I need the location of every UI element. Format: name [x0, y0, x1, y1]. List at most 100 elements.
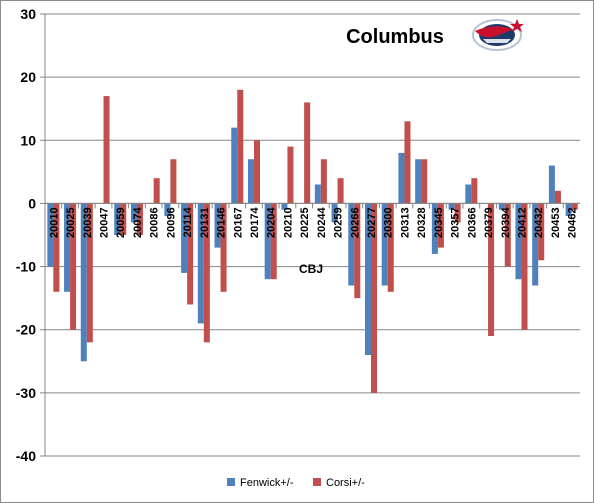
- columbus-blue-jackets-logo-icon: [472, 19, 524, 51]
- x-tick-label: 20096: [165, 207, 177, 238]
- corsi-bar-20025: [70, 203, 77, 330]
- x-tick-label: 20131: [199, 207, 211, 238]
- corsi-bar-20379: [488, 203, 495, 337]
- x-tick-label: 20259: [333, 207, 345, 238]
- bars: [47, 89, 578, 393]
- x-tick-label: 20174: [249, 207, 261, 238]
- corsi-bar-20357: [454, 203, 461, 223]
- y-tick-label: 10: [20, 132, 36, 148]
- x-tick-label: 20462: [567, 207, 579, 238]
- corsi-bar-20313: [404, 121, 411, 204]
- x-tick-label: 20345: [433, 207, 445, 238]
- x-tick-label: 20357: [450, 207, 462, 238]
- fenwick-bar-20167: [231, 127, 238, 204]
- corsi-bar-20462: [571, 203, 578, 210]
- x-tick-label: 20244: [316, 207, 328, 238]
- fenwick-bar-20277: [364, 203, 372, 355]
- x-tick-label: 20277: [366, 207, 378, 238]
- x-tick-label: 20146: [216, 207, 228, 238]
- legend-label-corsi: Corsi+/-: [326, 477, 365, 489]
- x-tick-label: 20086: [149, 207, 161, 238]
- x-tick-label: 20010: [48, 207, 60, 238]
- y-tick-label: 20: [20, 69, 36, 85]
- x-tick-label: 20039: [82, 207, 94, 238]
- corsi-bar-20394: [504, 203, 511, 267]
- corsi-bar-20086: [153, 178, 160, 204]
- legend-swatch-corsi: [313, 478, 321, 486]
- corsi-bar-20328: [421, 159, 428, 204]
- x-tick-label: 20204: [266, 207, 278, 238]
- fenwick-bar-20204: [264, 203, 271, 280]
- corsi-bar-20146: [220, 203, 227, 292]
- corsi-bar-20300: [387, 203, 394, 292]
- x-tick-label: 20074: [132, 207, 144, 238]
- legend-swatch-fenwick: [227, 478, 235, 486]
- corsi-bar-20453: [554, 190, 561, 204]
- x-tick-label: 20394: [500, 207, 512, 238]
- fenwick-bar-20266: [348, 203, 355, 286]
- legend: Fenwick+/- Corsi+/-: [227, 477, 365, 489]
- corsi-bar-20412: [521, 203, 528, 330]
- fenwick-bar-20259: [331, 203, 338, 223]
- fenwick-bar-20357: [448, 203, 455, 210]
- fenwick-bar-20313: [398, 152, 405, 204]
- fenwick-bar-20131: [197, 203, 204, 324]
- y-axis-tick-labels: 30 20 10 0 -10 -20 -30 -40: [16, 6, 36, 464]
- x-tick-label: 20300: [383, 207, 395, 238]
- corsi-bar-20047: [103, 96, 110, 204]
- fenwick-bar-20039: [80, 203, 87, 362]
- fenwick-bar-20366: [465, 184, 472, 204]
- y-tick-label: -10: [16, 259, 36, 275]
- corsi-bar-20266: [354, 203, 361, 299]
- fenwick-bar-20146: [214, 203, 221, 248]
- fenwick-bar-20345: [431, 203, 438, 254]
- x-tick-label: 20432: [533, 207, 545, 238]
- corsi-bar-20225: [304, 102, 311, 204]
- corsi-bar-20114: [187, 203, 194, 305]
- fenwick-bar-20174: [247, 159, 254, 204]
- x-tick-label: 20025: [65, 207, 77, 238]
- x-tick-label: 20266: [349, 207, 361, 238]
- fenwick-bar-20244: [314, 184, 321, 204]
- fenwick-bar-20074: [130, 203, 137, 223]
- x-tick-label: 20379: [483, 207, 495, 238]
- fenwick-bar-20059: [114, 203, 121, 235]
- fenwick-bar-20328: [415, 159, 422, 204]
- corsi-bar-20277: [371, 203, 378, 393]
- corsi-bar-20096: [170, 159, 177, 204]
- y-tick-label: -30: [16, 385, 36, 401]
- legend-label-fenwick: Fenwick+/-: [240, 477, 294, 489]
- corsi-bar-20167: [237, 89, 244, 204]
- x-tick-label: 20047: [99, 207, 111, 238]
- fenwick-bar-20462: [565, 203, 572, 217]
- x-tick-label: 20412: [516, 207, 528, 238]
- fenwick-bar-20453: [548, 165, 555, 204]
- corsi-bar-20259: [337, 178, 344, 204]
- corsi-bar-20244: [320, 159, 327, 204]
- corsi-bar-20366: [471, 178, 478, 204]
- corsi-bar-20345: [437, 203, 444, 248]
- x-tick-label: 20059: [115, 207, 127, 238]
- fenwick-bar-20432: [532, 203, 539, 286]
- x-axis-label: CBJ: [299, 262, 323, 276]
- corsi-bar-20074: [136, 203, 143, 235]
- corsi-bar-20210: [287, 146, 294, 204]
- fenwick-bar-20114: [181, 203, 188, 273]
- fenwick-bar-20010: [47, 203, 54, 267]
- fenwick-bar-20096: [164, 203, 171, 217]
- fenwick-bar-20025: [64, 203, 71, 292]
- chart-title: Columbus: [346, 26, 444, 48]
- y-tick-label: 0: [28, 195, 36, 211]
- fenwick-bar-20300: [381, 203, 388, 286]
- x-tick-label: 20453: [550, 207, 562, 238]
- x-tick-label: 20366: [466, 207, 478, 238]
- corsi-bar-20059: [120, 203, 127, 235]
- corsi-bar-20039: [86, 203, 93, 343]
- y-tick-label: -40: [16, 448, 36, 464]
- fenwick-bar-20210: [281, 203, 288, 210]
- x-tick-label: 20210: [282, 207, 294, 238]
- y-tick-label: -20: [16, 322, 36, 338]
- x-tick-label: 20328: [416, 207, 428, 238]
